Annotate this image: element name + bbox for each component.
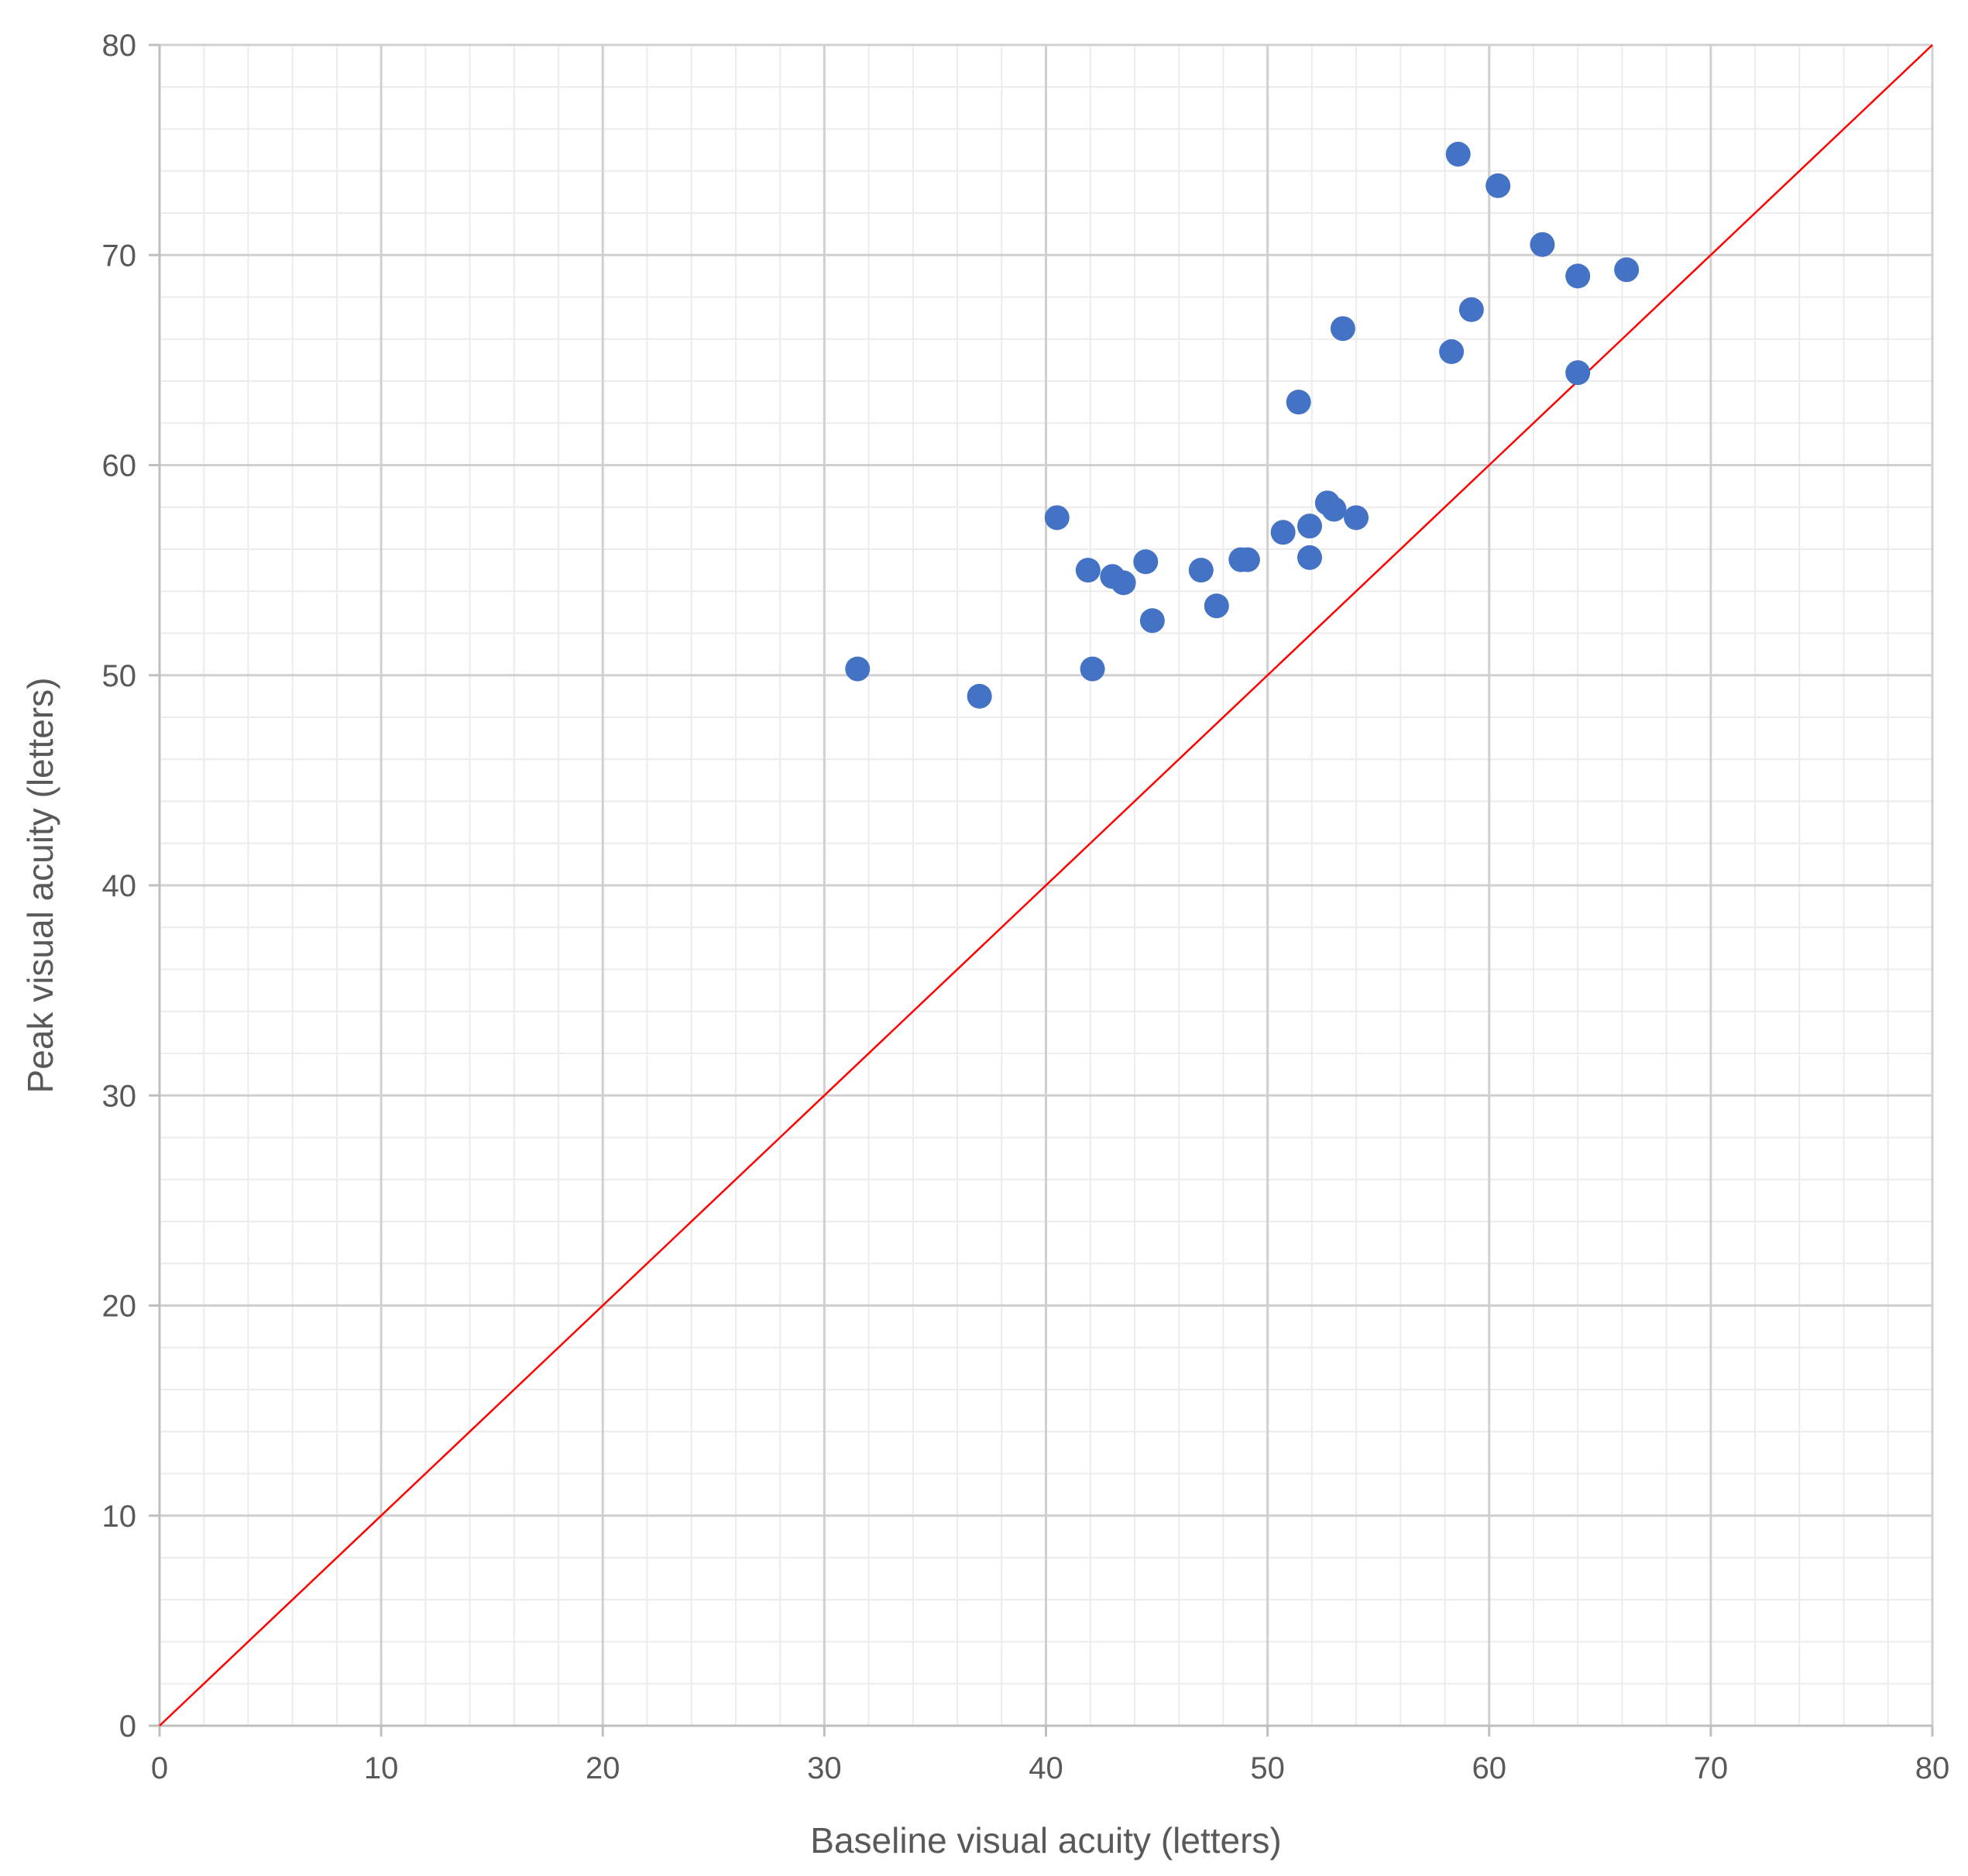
data-point — [1204, 593, 1229, 619]
data-point — [1133, 549, 1159, 575]
data-point — [1297, 545, 1322, 570]
y-tick-label: 10 — [102, 1500, 137, 1534]
data-point — [1111, 570, 1136, 596]
x-axis-tick-labels: 0 10 20 30 40 50 60 70 80 — [151, 1751, 1949, 1785]
y-tick-label: 0 — [119, 1709, 136, 1744]
data-point — [1235, 547, 1260, 572]
plot-axes — [149, 43, 1934, 1737]
x-tick-label: 70 — [1694, 1751, 1729, 1785]
data-point — [1614, 257, 1640, 283]
x-tick-label: 50 — [1250, 1751, 1285, 1785]
data-point — [1485, 173, 1511, 198]
x-tick-label: 0 — [151, 1751, 168, 1785]
data-point — [845, 656, 871, 682]
x-tick-label: 60 — [1472, 1751, 1507, 1785]
data-point — [1297, 514, 1322, 539]
y-tick-label: 70 — [102, 239, 137, 273]
data-point — [1321, 496, 1347, 522]
data-point — [1139, 608, 1165, 634]
data-point — [1330, 316, 1355, 342]
data-point — [1565, 263, 1591, 289]
data-point — [1044, 505, 1070, 531]
data-point — [1075, 558, 1101, 583]
data-point — [1530, 232, 1555, 257]
data-point — [1344, 505, 1369, 531]
data-point — [967, 683, 992, 709]
x-tick-label: 20 — [586, 1751, 620, 1785]
data-point — [1286, 390, 1311, 415]
x-tick-label: 10 — [364, 1751, 399, 1785]
y-tick-label: 60 — [102, 449, 137, 483]
y-axis-tick-labels: 0 10 20 30 40 50 60 70 80 — [102, 29, 137, 1744]
data-point — [1188, 558, 1214, 583]
data-point — [1270, 520, 1296, 545]
x-tick-label: 80 — [1915, 1751, 1950, 1785]
identity-line — [159, 44, 1933, 1727]
y-tick-label: 50 — [102, 659, 137, 693]
data-point — [1458, 297, 1484, 322]
data-point — [1445, 142, 1471, 167]
x-tick-label: 40 — [1029, 1751, 1063, 1785]
x-axis-title: Baseline visual acuity (letters) — [810, 1820, 1281, 1861]
data-point — [1439, 339, 1465, 365]
x-tick-label: 30 — [807, 1751, 842, 1785]
data-points — [845, 142, 1640, 709]
y-tick-label: 30 — [102, 1079, 137, 1113]
y-tick-label: 80 — [102, 29, 137, 63]
identity-line-group — [159, 44, 1933, 1727]
data-point — [1565, 360, 1591, 386]
y-tick-label: 20 — [102, 1290, 137, 1324]
y-tick-label: 40 — [102, 869, 137, 903]
y-axis-title: Peak visual acuity (letters) — [20, 678, 60, 1094]
data-point — [1080, 656, 1105, 682]
